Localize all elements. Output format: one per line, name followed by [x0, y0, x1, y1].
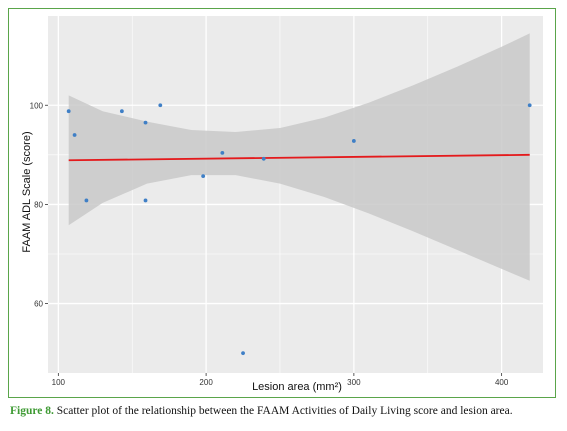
data-point — [201, 174, 206, 179]
data-points-layer — [66, 103, 532, 356]
scatter-chart: 100 200 300 400 60 80 100 Lesion area (mm²) FA… — [21, 16, 543, 393]
x-tick-label: 400 — [495, 378, 509, 387]
data-point — [119, 109, 124, 114]
regression-line-layer — [68, 153, 530, 162]
caption-text: Scatter plot of the relationship between… — [53, 405, 513, 417]
x-tick-label: 100 — [52, 378, 66, 387]
tick-labels-layer: 100 200 300 400 60 80 100 — [30, 101, 509, 387]
data-point — [527, 103, 532, 108]
figure-frame — [8, 8, 556, 398]
x-tick-label: 200 — [199, 378, 213, 387]
regression-line — [68, 153, 530, 162]
data-point — [66, 109, 71, 114]
y-axis-label: FAAM ADL Scale (score) — [21, 131, 33, 252]
data-point — [241, 351, 245, 356]
x-axis-label: Lesion area (mm²) — [252, 381, 342, 393]
data-point — [261, 156, 266, 161]
data-point — [84, 198, 89, 203]
data-point — [143, 120, 148, 125]
data-point — [143, 198, 148, 203]
y-tick-label: 80 — [34, 200, 43, 209]
caption-figure-label: Figure 8. — [10, 405, 54, 417]
y-tick-label: 100 — [30, 101, 44, 110]
data-point — [351, 139, 356, 143]
x-tick-label: 300 — [347, 378, 361, 387]
y-tick-label: 60 — [34, 300, 43, 309]
figure-caption: Figure 8. Scatter plot of the relationsh… — [10, 405, 560, 417]
data-point — [72, 133, 77, 137]
data-point — [158, 103, 163, 108]
data-point — [220, 150, 225, 155]
